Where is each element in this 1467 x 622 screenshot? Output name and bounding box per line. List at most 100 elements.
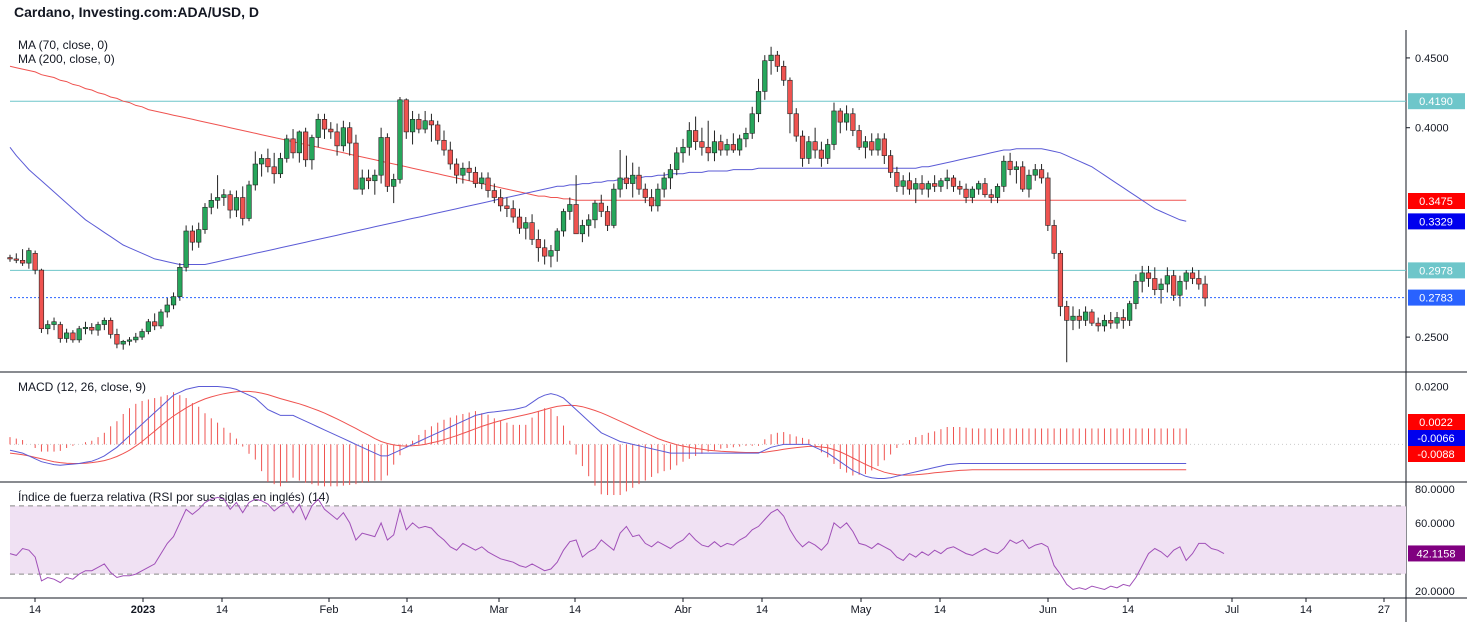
candle	[64, 332, 70, 339]
candle	[799, 135, 806, 159]
candle	[479, 177, 485, 184]
candle	[623, 177, 630, 184]
candle	[152, 321, 158, 327]
candle	[76, 328, 82, 341]
candle	[1164, 275, 1170, 285]
candle	[202, 206, 208, 230]
candle	[51, 321, 57, 325]
candle	[1007, 160, 1013, 170]
candle	[913, 183, 919, 190]
candle	[906, 180, 913, 190]
ma200-value-label: 0.3475	[1419, 196, 1453, 208]
candle	[567, 204, 573, 212]
candle	[13, 258, 19, 261]
candle	[919, 183, 925, 190]
candle	[831, 110, 837, 145]
ma200-value-label-box	[1408, 193, 1465, 209]
candle	[699, 141, 705, 148]
time-axis-label: 27	[1378, 604, 1390, 616]
candle	[296, 131, 302, 154]
candle	[422, 120, 428, 130]
macd-line	[9, 386, 1187, 479]
rsi-axis-label: 20.0000	[1415, 586, 1455, 598]
candle	[1057, 253, 1064, 307]
time-axis-label: Mar	[490, 604, 509, 616]
candle	[1139, 272, 1145, 282]
candle	[548, 250, 554, 257]
candle	[38, 269, 45, 330]
candle	[447, 149, 453, 165]
candle	[303, 131, 309, 161]
macd-histogram-value-label-box	[1408, 414, 1465, 430]
candle	[1120, 317, 1126, 321]
time-axis-label: Feb	[320, 604, 339, 616]
candle	[114, 334, 120, 345]
level-label-bottom: 0.2978	[1419, 265, 1453, 277]
macd-value-label: -0.0066	[1417, 433, 1454, 445]
candle	[718, 141, 724, 151]
candle	[818, 149, 825, 159]
macd-axis-label: 0.0200	[1415, 381, 1449, 393]
candle	[523, 222, 529, 229]
last-price-label: 0.2783	[1419, 293, 1453, 305]
candle	[1051, 225, 1057, 254]
candle	[321, 119, 328, 130]
macd-legend: MACD (12, 26, close, 9)	[18, 380, 147, 394]
candle	[1196, 278, 1202, 285]
candle	[126, 339, 133, 342]
candle	[630, 174, 636, 184]
candle	[781, 65, 787, 81]
candle	[196, 229, 202, 243]
candle	[705, 146, 711, 154]
candle	[397, 99, 403, 180]
candle	[592, 202, 598, 221]
candle	[724, 144, 730, 151]
macd-histogram-value-label: 0.0022	[1419, 417, 1453, 429]
candle	[409, 119, 416, 133]
macd-value-label-box	[1408, 430, 1465, 446]
ma200-line	[9, 65, 1187, 201]
candle	[932, 183, 938, 187]
candle	[441, 139, 447, 151]
candle	[183, 230, 189, 268]
candle	[391, 179, 397, 187]
candle	[1127, 303, 1133, 321]
candle	[1026, 174, 1032, 190]
candle	[529, 222, 535, 240]
time-axis-label: Jun	[1039, 604, 1057, 616]
candle	[693, 130, 699, 142]
candle	[258, 158, 265, 165]
time-axis-label: Jul	[1225, 604, 1239, 616]
candle	[233, 197, 240, 211]
candle	[1045, 177, 1051, 226]
candle	[1108, 320, 1114, 324]
time-axis-label: 14	[756, 604, 768, 616]
candle	[869, 141, 875, 151]
time-axis-label: 14	[934, 604, 946, 616]
candle	[1145, 272, 1152, 279]
candle	[1189, 272, 1196, 279]
candle	[472, 172, 479, 184]
ma70-value-label: 0.3329	[1419, 216, 1453, 228]
candle	[158, 311, 164, 327]
candle	[768, 54, 774, 62]
candle	[252, 163, 258, 186]
candle	[1202, 283, 1208, 299]
candle	[227, 194, 233, 211]
candle	[214, 197, 221, 201]
rsi-value-label: 42.1158	[1417, 548, 1456, 560]
time-axis-label: 14	[1300, 604, 1312, 616]
candle	[887, 155, 894, 173]
candle	[334, 131, 340, 147]
time-axis-label: 14	[569, 604, 581, 616]
time-axis-label: 14	[1122, 604, 1134, 616]
candle	[378, 137, 384, 176]
candle	[793, 113, 799, 137]
candle	[963, 188, 969, 198]
candle	[1082, 311, 1089, 321]
candle	[246, 184, 252, 219]
candle	[1038, 169, 1045, 179]
macd-signal-value-label-box	[1408, 446, 1465, 462]
candle	[164, 304, 170, 313]
